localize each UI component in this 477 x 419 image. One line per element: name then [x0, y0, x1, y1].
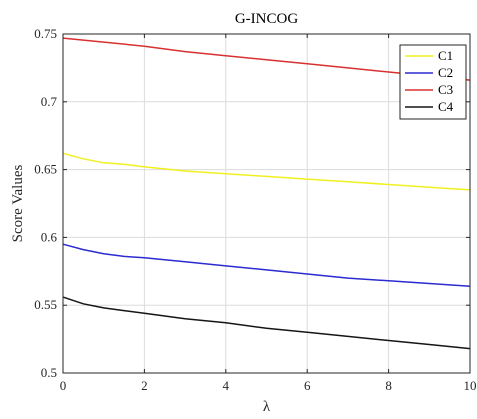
legend-label-c2: C2	[438, 65, 453, 80]
x-tick-label: 2	[141, 378, 148, 393]
tick-labels: 0 2 4 6 8 10 0.5 0.55 0.6 0.65 0.7 0.75	[34, 26, 476, 393]
x-tick-label: 0	[60, 378, 67, 393]
x-tick-label: 6	[304, 378, 311, 393]
plot-frame	[62, 33, 471, 374]
y-tick-label: 0.55	[34, 297, 57, 312]
x-tick-label: 10	[464, 378, 477, 393]
legend-label-c1: C1	[438, 48, 453, 63]
x-tick-label: 8	[385, 378, 392, 393]
grid	[63, 34, 470, 373]
y-tick-label: 0.7	[41, 94, 58, 109]
legend-label-c4: C4	[438, 99, 454, 114]
y-tick-label: 0.5	[41, 365, 57, 380]
y-tick-label: 0.75	[34, 26, 57, 41]
y-tick-label: 0.65	[34, 162, 57, 177]
chart-title: G-INCOG	[235, 11, 298, 27]
x-axis-title: λ	[263, 399, 271, 415]
y-tick-label: 0.6	[41, 229, 58, 244]
legend-label-c3: C3	[438, 82, 453, 97]
series-line-c1	[62, 152, 471, 191]
series-line-c2	[62, 243, 471, 287]
y-axis-title: Score Values	[10, 165, 26, 243]
x-tick-label: 4	[223, 378, 230, 393]
series-line-c4	[62, 296, 471, 350]
legend: C1 C2 C3 C4	[399, 44, 467, 120]
ticks	[62, 33, 471, 374]
